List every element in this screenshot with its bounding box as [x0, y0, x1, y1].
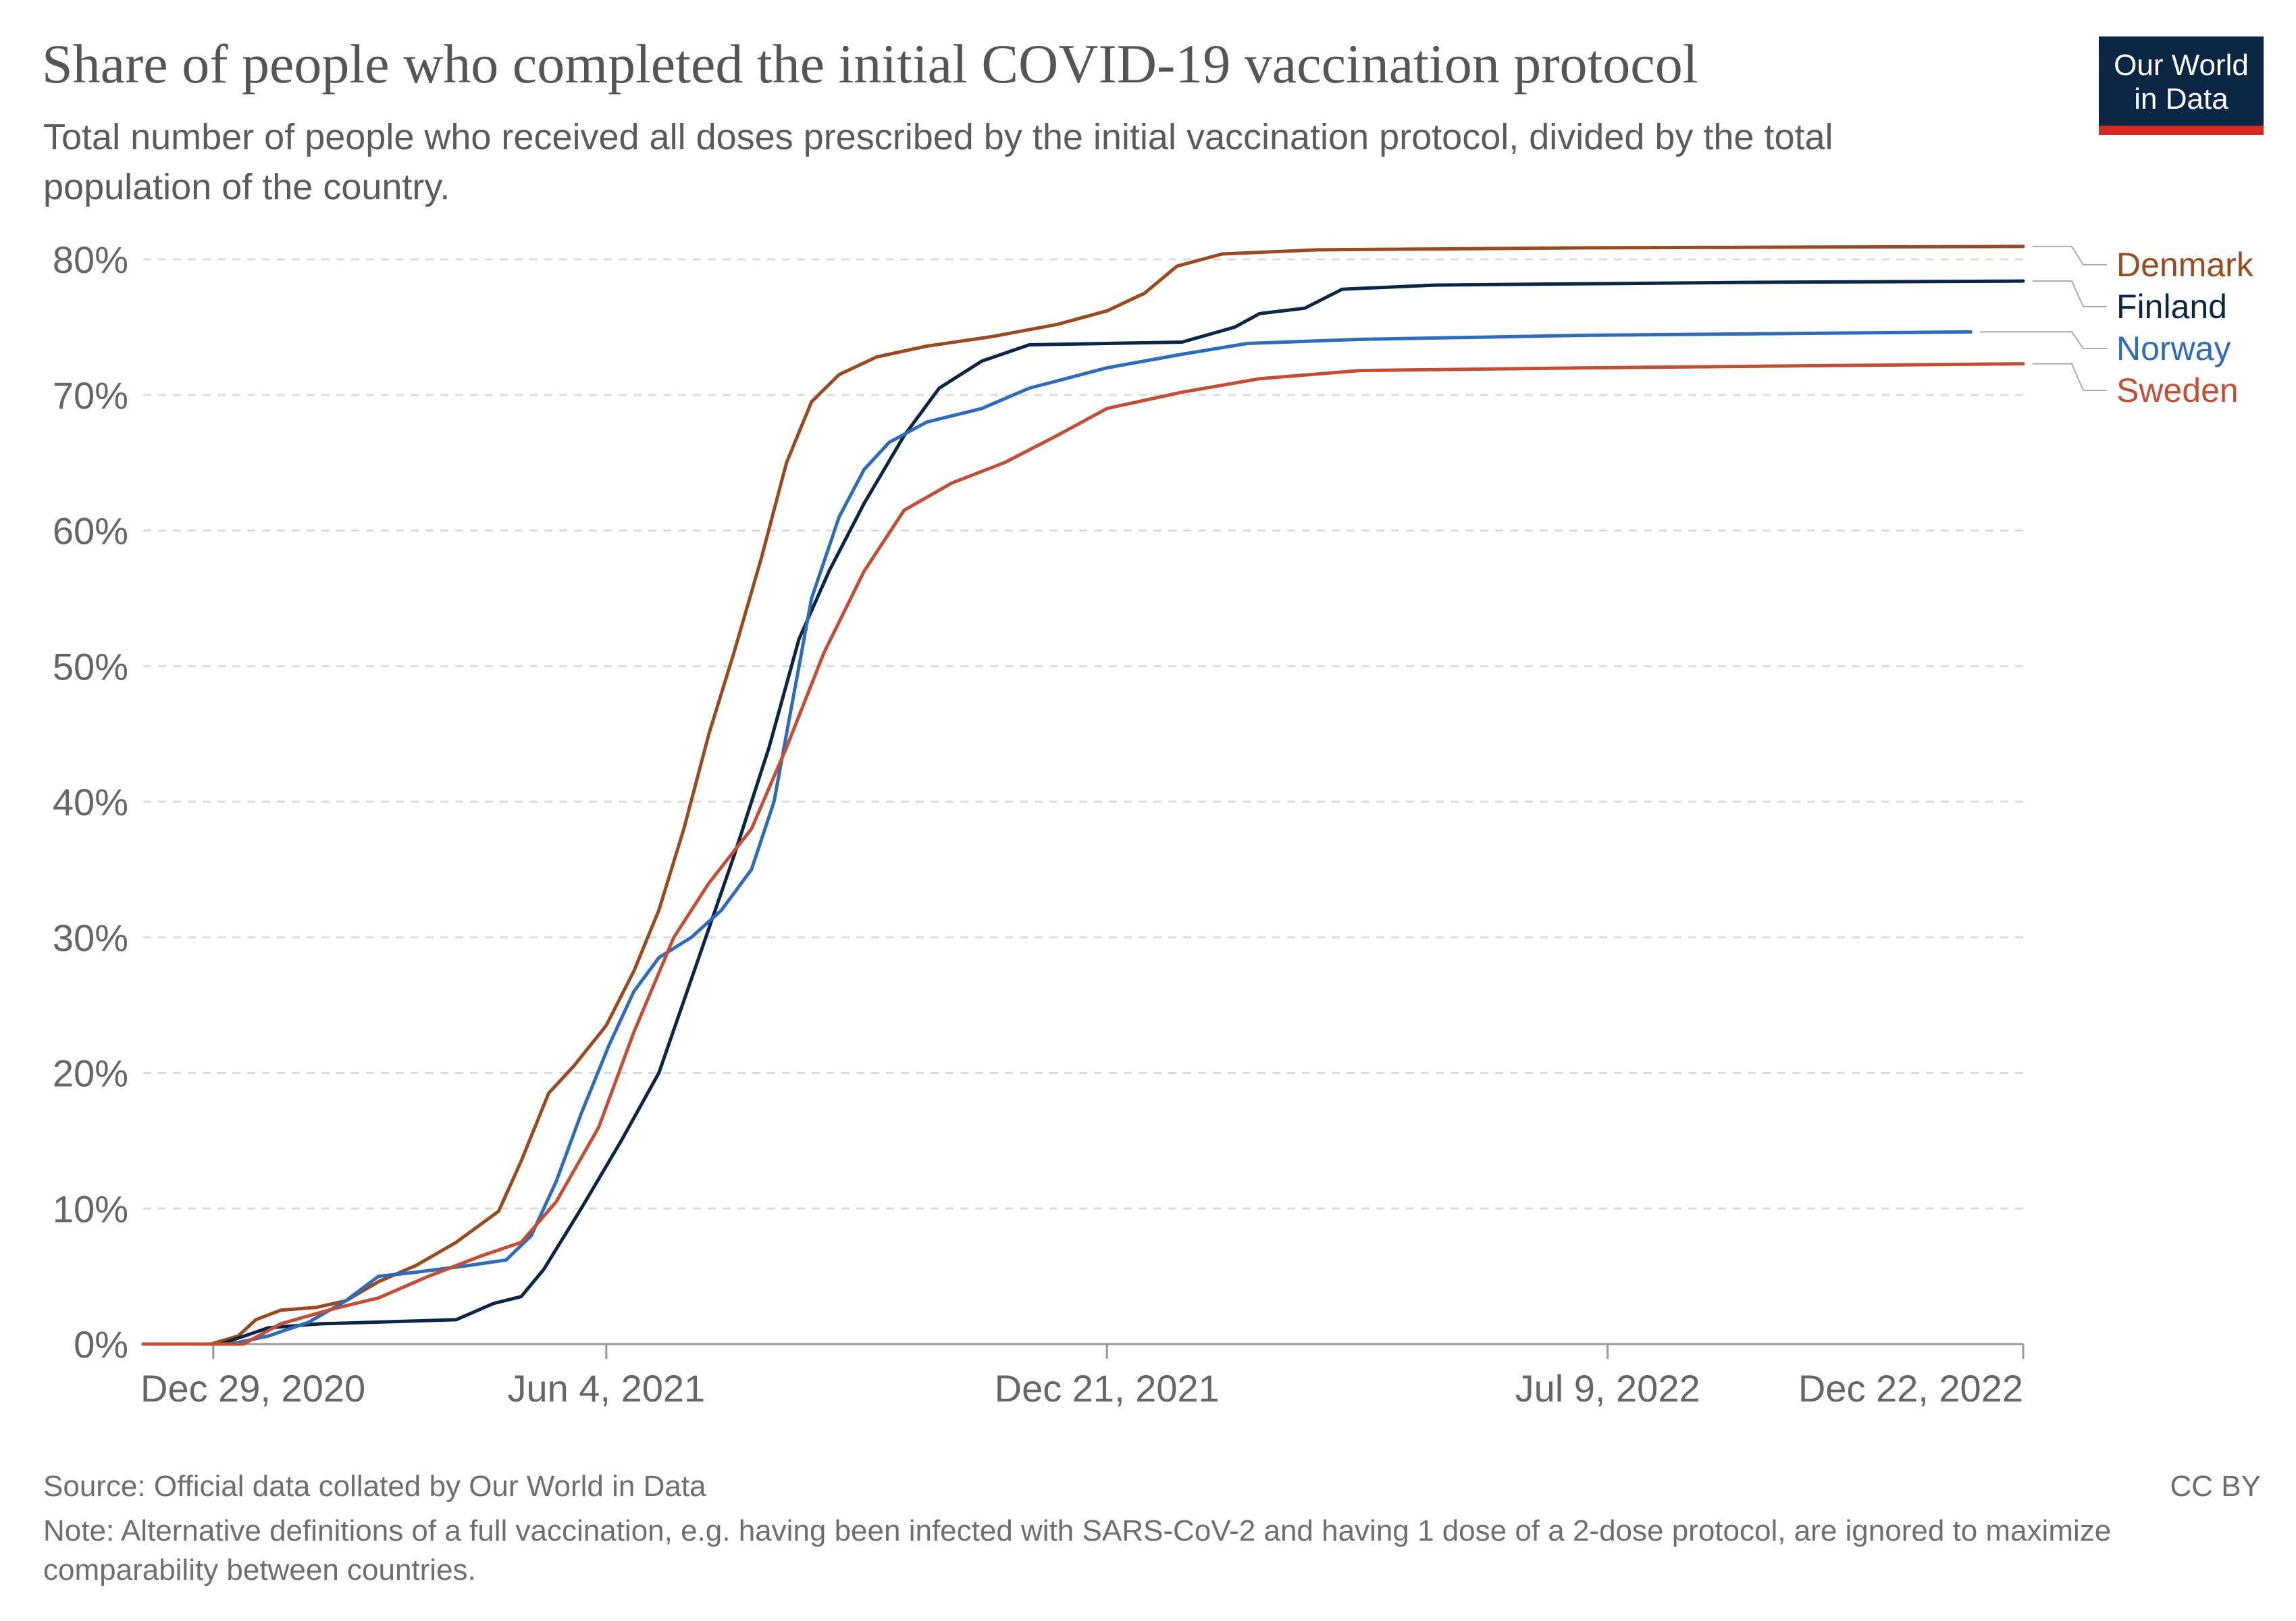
legend-connector: [2033, 280, 2107, 307]
x-tick-label: Jun 4, 2021: [507, 1367, 705, 1410]
license-link[interactable]: CC BY: [2170, 1470, 2261, 1503]
legend-label-norway: Norway: [2116, 330, 2230, 367]
logo-line-2: in Data: [2134, 82, 2228, 115]
logo-accent-bar: [2099, 126, 2264, 135]
legend-label-sweden: Sweden: [2116, 371, 2239, 409]
chart-subtitle: Total number of people who received all …: [43, 117, 1833, 207]
series-line-finland: [141, 279, 2025, 1346]
y-tick-label: 20%: [53, 1052, 128, 1095]
series-line-sweden: [141, 362, 2025, 1346]
legend-connector: [1980, 331, 2107, 349]
legend-label-finland: Finland: [2116, 288, 2227, 326]
legend-connector: [2033, 245, 2107, 265]
x-tick-label: Dec 21, 2021: [995, 1367, 1220, 1410]
legend-connector: [2033, 363, 2107, 391]
series-line-denmark: [141, 245, 2025, 1346]
note-text: Note: Alternative definitions of a full …: [43, 1514, 2112, 1587]
y-tick-label: 30%: [53, 917, 128, 959]
logo-line-1: Our World: [2114, 49, 2249, 82]
line-chart: 0% 10% 20% 30% 40% 50% 60% 70% 80% Dec 29, 2020 Ju…: [53, 238, 2254, 1410]
y-tick-label: 60%: [53, 510, 128, 552]
chart-title: Share of people who completed the initia…: [42, 33, 1698, 95]
y-tick-label: 40%: [53, 781, 128, 823]
legend-label-denmark: Denmark: [2116, 246, 2254, 284]
x-tick-label: Jul 9, 2022: [1515, 1367, 1700, 1410]
source-text: Source: Official data collated by Our Wo…: [43, 1470, 706, 1503]
y-tick-label: 70%: [53, 374, 128, 417]
x-tick-label: Dec 22, 2022: [1798, 1367, 2023, 1410]
series-line-norway: [141, 330, 1973, 1346]
y-tick-label: 80%: [53, 238, 128, 281]
y-tick-label: 50%: [53, 645, 128, 688]
y-tick-label: 0%: [74, 1323, 128, 1366]
x-tick-label: Dec 29, 2020: [140, 1367, 365, 1410]
owid-logo[interactable]: Our World in Data: [2099, 36, 2264, 135]
y-tick-label: 10%: [53, 1187, 128, 1230]
